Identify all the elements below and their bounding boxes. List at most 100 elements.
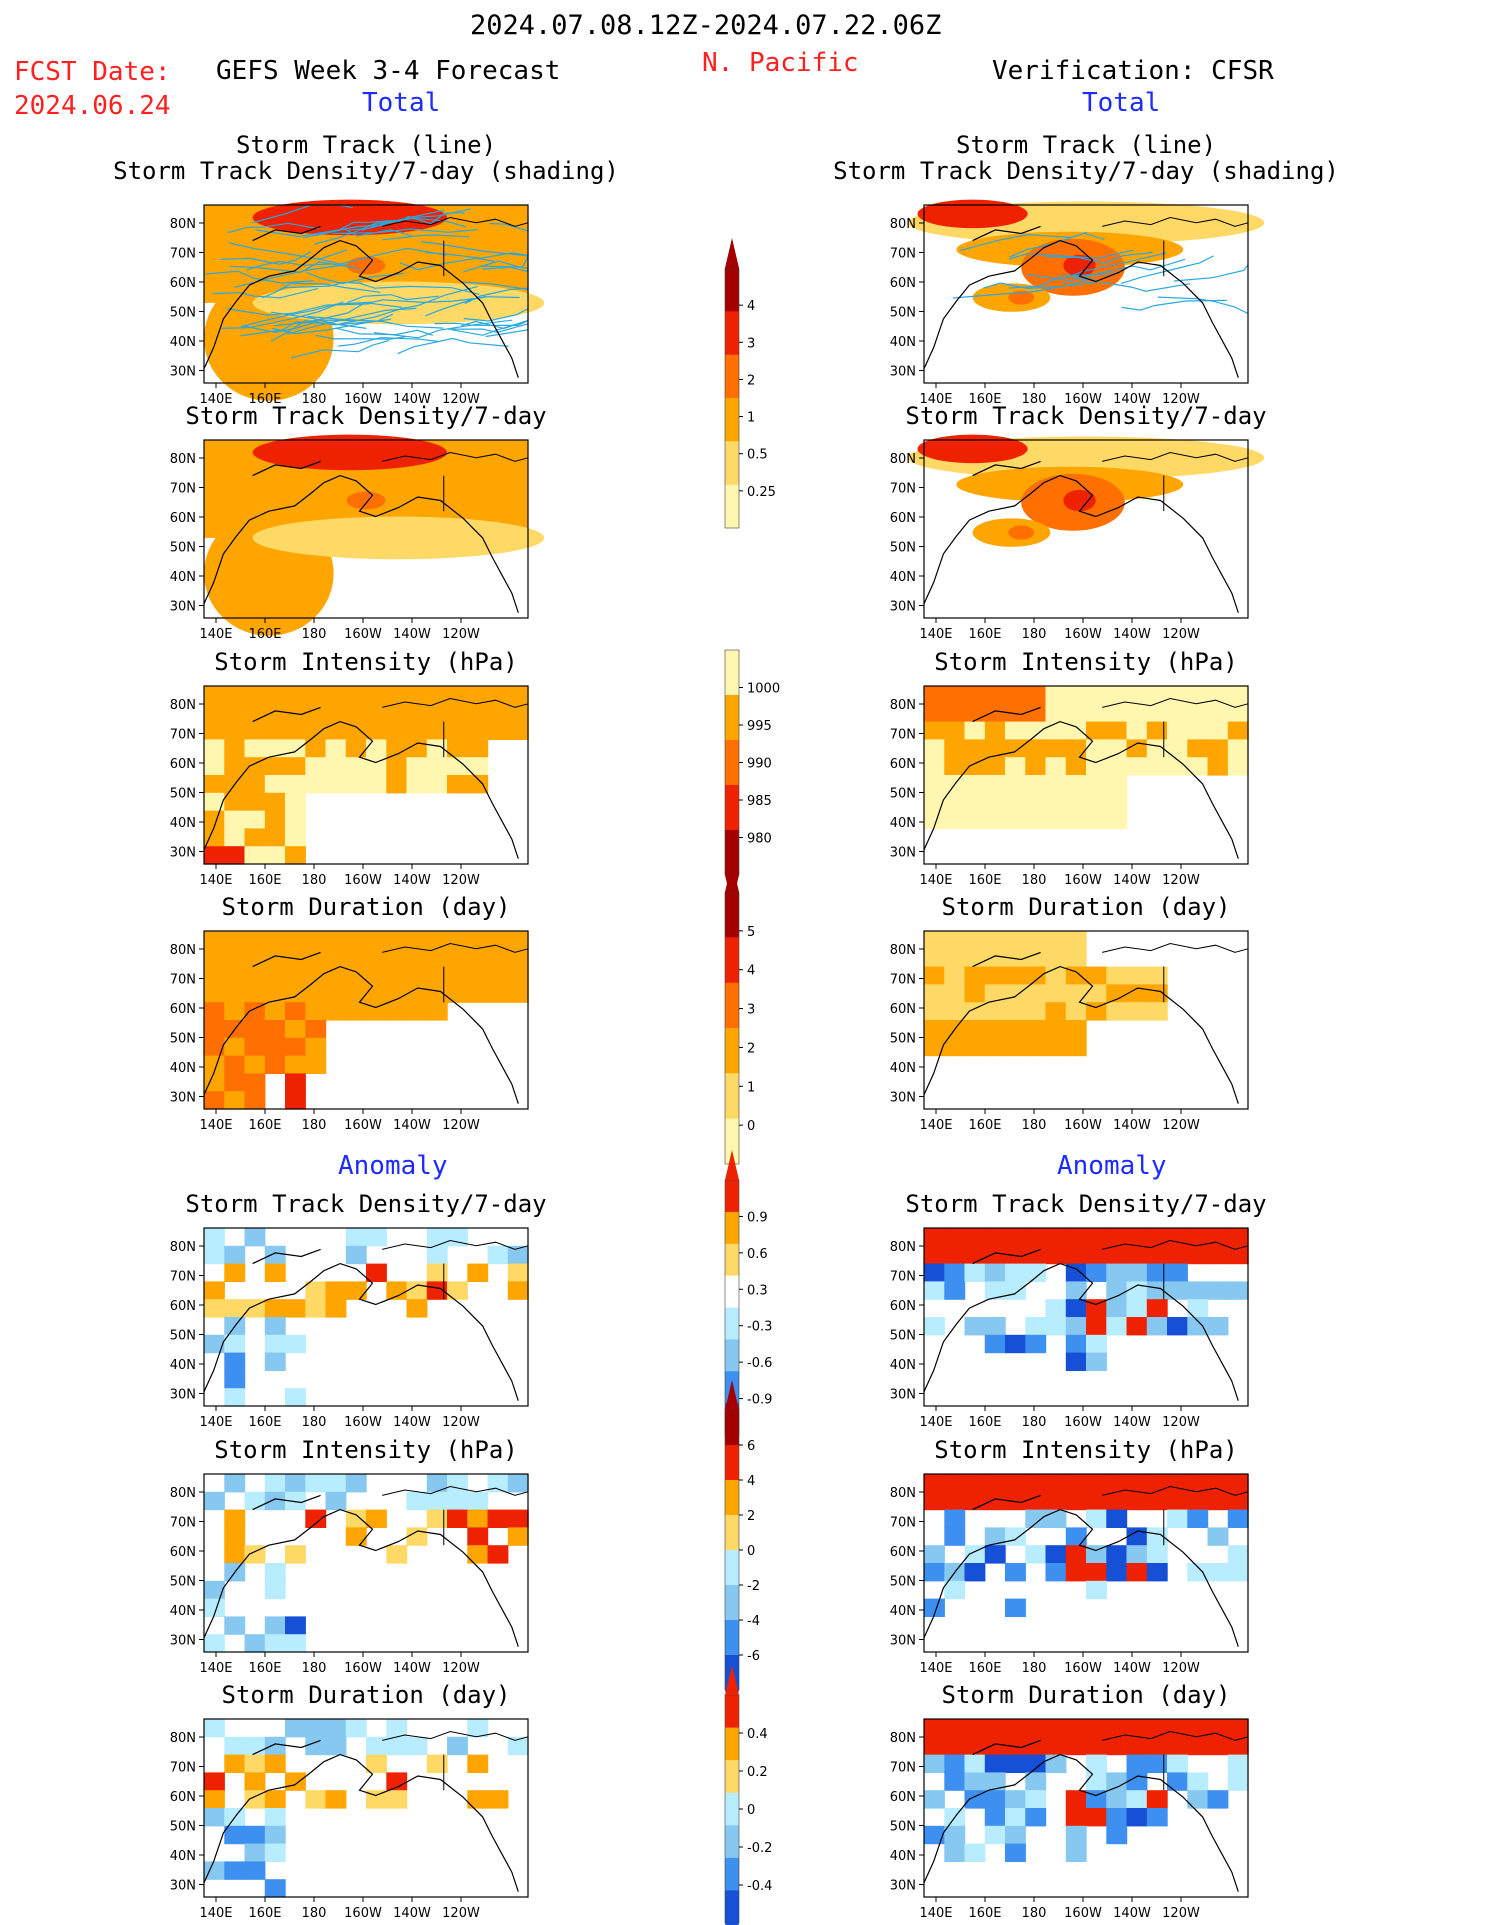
fc-anom-density-lon-label: 160E: [248, 1415, 281, 1430]
vf-anom-duration-lat-label: 70N: [890, 1761, 916, 1776]
vf-density-lon-label: 120W: [1162, 627, 1200, 642]
vf-anom-intensity-coastline: [923, 1485, 1249, 1647]
vf-anom-intensity-lat-label: 80N: [890, 1486, 916, 1501]
fc-anom-intensity-coastline: [203, 1485, 529, 1647]
fc-density-frame: [203, 439, 529, 619]
vf-duration-lon-label: 140W: [1113, 1118, 1151, 1133]
fc-anom-density-lon-label: 140W: [393, 1415, 431, 1430]
cb-anom-duration-label: 0: [747, 1803, 755, 1818]
cb-intensity-label: 995: [747, 719, 772, 734]
vf-track-lon-label: 140W: [1113, 392, 1151, 407]
vf-duration-lon-label: 160E: [968, 1118, 1001, 1133]
vf-density-lat-label: 40N: [890, 570, 916, 585]
fc-anom-duration-lat-label: 40N: [170, 1849, 196, 1864]
vf-anom-density-lon-label: 160W: [1064, 1415, 1102, 1430]
vf-density-lon-label: 140W: [1113, 627, 1151, 642]
cb-anom-duration: 0.4 0.2 0 -0.2 -0.4: [724, 1665, 772, 1925]
cb-density-label: 3: [747, 336, 755, 351]
vf-density-lat-label: 30N: [890, 600, 916, 615]
fc-anom-density-lon-label: 140E: [199, 1415, 232, 1430]
fc-anom-density-lat-label: 80N: [170, 1240, 196, 1255]
fc-density-coastline: [203, 451, 529, 613]
vf-track-lon-label: 160E: [968, 392, 1001, 407]
vf-anom-duration-lat-label: 80N: [890, 1731, 916, 1746]
vf-intensity-lon-label: 180: [1022, 873, 1047, 888]
vf-density-lon-label: 160W: [1064, 627, 1102, 642]
vf-density-lat-label: 70N: [890, 482, 916, 497]
fc-track-lat-label: 70N: [170, 247, 196, 262]
fc-anom-intensity-lon-label: 120W: [442, 1661, 480, 1676]
vf-anom-duration-lat-label: 30N: [890, 1879, 916, 1894]
fc-anom-intensity-lat-label: 70N: [170, 1516, 196, 1531]
vf-anom-duration-title: Storm Duration (day): [941, 1681, 1231, 1709]
vf-anom-duration-lat-label: 40N: [890, 1849, 916, 1864]
cb-anom-intensity-label: -6: [747, 1649, 760, 1664]
vf-duration-lat-label: 60N: [890, 1002, 916, 1017]
vf-track-lon-label: 140E: [919, 392, 952, 407]
verification-title: Verification: CFSR: [992, 56, 1274, 86]
cb-anom-intensity-label: 4: [747, 1474, 755, 1489]
vf-anom-intensity-lon-label: 180: [1022, 1661, 1047, 1676]
fc-density-lat-label: 60N: [170, 511, 196, 526]
vf-track-lon-label: 120W: [1162, 392, 1200, 407]
vf-anom-density-lon-label: 140E: [919, 1415, 952, 1430]
cb-intensity-label: 980: [747, 832, 772, 847]
vf-anom-density-lat-label: 30N: [890, 1388, 916, 1403]
cb-anom-intensity-label: 0: [747, 1544, 755, 1559]
fc-duration-lat-label: 40N: [170, 1061, 196, 1076]
vf-anom-intensity-lat-label: 50N: [890, 1575, 916, 1590]
fc-duration-lat-label: 30N: [170, 1091, 196, 1106]
cb-anom-density-label: 0.9: [747, 1210, 768, 1225]
fc-anom-duration-lat-label: 70N: [170, 1761, 196, 1776]
fc-intensity-title: Storm Intensity (hPa): [214, 648, 518, 676]
date-range: 2024.07.08.12Z-2024.07.22.06Z: [470, 10, 942, 41]
vf-duration-lat-label: 50N: [890, 1032, 916, 1047]
fc-intensity-lon-label: 180: [302, 873, 327, 888]
fc-anom-duration-lat-label: 60N: [170, 1790, 196, 1805]
fc-density-lat-label: 50N: [170, 541, 196, 556]
fc-track-lat-label: 50N: [170, 306, 196, 321]
fc-anom-intensity-lat-label: 30N: [170, 1634, 196, 1649]
vf-intensity-lat-label: 60N: [890, 757, 916, 772]
fc-density-lon-label: 140W: [393, 627, 431, 642]
vf-density-lon-label: 140E: [919, 627, 952, 642]
vf-anom-intensity-lon-label: 160E: [968, 1661, 1001, 1676]
fc-anom-duration-lon-label: 140E: [199, 1906, 232, 1921]
fc-intensity-lat-label: 60N: [170, 757, 196, 772]
fc-anom-density-lat-label: 60N: [170, 1299, 196, 1314]
fc-duration-title: Storm Duration (day): [221, 893, 511, 921]
cb-anom-density-label: -0.3: [747, 1320, 772, 1335]
vf-duration-coastline: [923, 942, 1249, 1104]
cb-density: 4 3 2 1 0.5 0.25: [724, 238, 776, 529]
fc-anom-intensity-lon-label: 140E: [199, 1661, 232, 1676]
vf-duration-lat-label: 40N: [890, 1061, 916, 1076]
right-total-label: Total: [1082, 88, 1161, 118]
vf-intensity-lon-label: 160E: [968, 873, 1001, 888]
fc-anom-duration-lat-label: 80N: [170, 1731, 196, 1746]
cb-anom-duration-label: -0.4: [747, 1879, 772, 1894]
vf-anom-density-coastline: [923, 1239, 1249, 1401]
cb-density-label: 2: [747, 373, 755, 388]
cb-anom-duration-label: 0.2: [747, 1765, 768, 1780]
fc-intensity-coastline: [203, 697, 529, 859]
vf-track-lon-label: 160W: [1064, 392, 1102, 407]
fc-anom-intensity-lon-label: 180: [302, 1661, 327, 1676]
vf-anom-intensity-lat-label: 40N: [890, 1604, 916, 1619]
fc-anom-density-coastline: [203, 1239, 529, 1401]
fc-track-lat-label: 40N: [170, 335, 196, 350]
vf-anom-intensity-lon-label: 140W: [1113, 1661, 1151, 1676]
fc-intensity-lon-label: 160E: [248, 873, 281, 888]
vf-density-lat-label: 50N: [890, 541, 916, 556]
cb-anom-intensity-label: 2: [747, 1509, 755, 1524]
cb-duration-label: 3: [747, 1003, 755, 1018]
region-title: N. Pacific: [702, 48, 859, 78]
fc-anom-duration-coastline: [203, 1730, 529, 1892]
vf-track-subtitle: Storm Track Density/7-day (shading): [833, 157, 1339, 185]
